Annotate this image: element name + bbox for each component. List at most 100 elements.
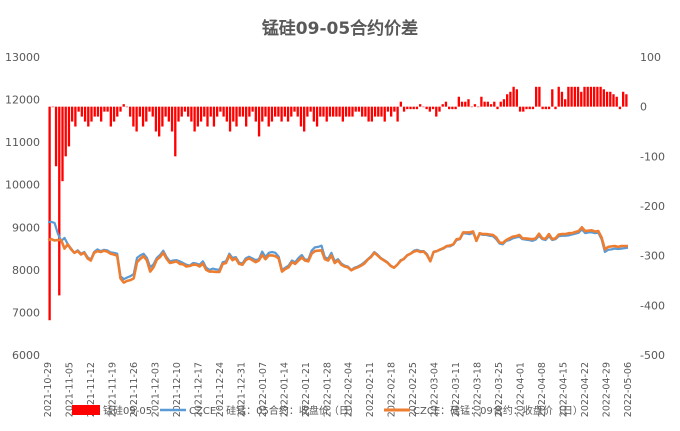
bar-spread (125, 106, 129, 108)
x-tick-label: 2022-05-06 (623, 362, 634, 417)
bar-spread (183, 106, 187, 112)
bar-spread (180, 106, 183, 117)
bar-spread (454, 106, 457, 110)
bar-spread (344, 106, 348, 117)
legend-label: 锰硅09-05 (103, 404, 152, 417)
bar-spread (580, 91, 583, 107)
x-tick-label: 2021-11-19 (107, 362, 118, 417)
y-left-tick-label: 8000 (12, 264, 40, 277)
x-tick-label: 2022-03-25 (494, 362, 505, 417)
bar-spread (96, 106, 100, 117)
bar-spread (322, 106, 325, 117)
bar-spread (515, 89, 518, 107)
bar-spread (332, 106, 335, 117)
bar-spread (129, 106, 132, 117)
bar-spread (499, 101, 502, 107)
y-left-tick-label: 6000 (12, 349, 40, 362)
bar-spread (261, 106, 264, 122)
bar-spread (48, 106, 51, 321)
bar-spread (303, 106, 306, 132)
bar-spread (100, 106, 103, 122)
x-tick-label: 2022-01-21 (301, 362, 312, 417)
bar-spread (74, 106, 77, 127)
bar-spread (274, 106, 277, 117)
legend-label: CZCE：硅锰：05合约：收盘价（日） (189, 404, 359, 417)
bar-spread (573, 86, 576, 107)
bar-spread (522, 106, 525, 112)
x-tick-label: 2022-03-04 (430, 362, 441, 417)
bar-spread (71, 106, 74, 122)
bar-spread (341, 106, 344, 122)
bar-spread (238, 106, 241, 117)
y-right-tick-label: -300 (640, 250, 665, 263)
x-tick-label: 2022-01-28 (322, 362, 333, 417)
bar-spread (58, 106, 61, 296)
x-tick-label: 2021-12-31 (236, 362, 247, 417)
bar-spread (119, 106, 122, 112)
bar-spread (64, 106, 67, 157)
x-tick-label: 2022-04-22 (580, 362, 591, 417)
bar-spread (380, 106, 383, 117)
bar-spread (477, 106, 480, 108)
y-right-tick-label: -500 (640, 349, 665, 362)
bar-spread (518, 106, 522, 112)
bar-spread (361, 106, 364, 117)
bar-spread (370, 106, 373, 122)
bar-spread (241, 106, 245, 117)
bar-spread (248, 106, 251, 117)
bar-spread (406, 106, 409, 110)
bar-spread (106, 106, 109, 112)
bar-spread (61, 106, 64, 182)
bar-spread (54, 106, 58, 167)
bar-spread (564, 99, 567, 107)
bar-spread (109, 106, 112, 127)
bar-spread (203, 106, 206, 117)
bar-spread (122, 104, 125, 107)
bar-spread (306, 106, 309, 117)
bar-spread (470, 106, 473, 108)
bar-spread (328, 106, 332, 117)
bar-spread (457, 96, 460, 107)
bar-spread (158, 106, 161, 137)
bar-spread (589, 86, 593, 107)
bar-spread (473, 104, 477, 107)
bar-spread (576, 86, 580, 107)
bar-spread (77, 106, 80, 112)
bar-spread (422, 106, 425, 108)
bar-spread (615, 96, 618, 107)
bar-spread (90, 106, 93, 122)
bar-spread (544, 106, 547, 110)
y-left-tick-label: 11000 (5, 136, 40, 149)
bar-spread (296, 106, 299, 117)
bar-spread (190, 106, 193, 122)
bar-spread (483, 101, 486, 107)
bar-spread (493, 101, 496, 107)
x-tick-label: 2022-03-18 (473, 362, 484, 417)
bar-spread (80, 106, 83, 117)
bar-spread (199, 106, 203, 122)
y-right-tick-label: -200 (640, 200, 665, 213)
bar-spread (586, 86, 589, 107)
x-tick-label: 2021-11-05 (64, 362, 75, 417)
bar-spread (538, 86, 541, 107)
bar-spread (531, 106, 535, 110)
bar-spread (228, 106, 232, 132)
x-tick-label: 2022-04-29 (602, 362, 613, 417)
bar-spread (383, 106, 386, 122)
bar-spread (93, 106, 96, 117)
bar-spread (609, 91, 612, 107)
bar-spread (148, 106, 151, 112)
bar-spread (348, 106, 351, 117)
bar-spread (467, 99, 470, 107)
bar-spread (293, 106, 296, 112)
y-right-tick-label: 100 (640, 51, 661, 64)
bar-spread (335, 106, 338, 117)
bar-spread (251, 106, 254, 112)
bar-spread (512, 86, 515, 107)
bar-spread (605, 91, 609, 107)
bar-spread (570, 86, 573, 107)
bar-spread (270, 106, 274, 122)
bar-spread (283, 106, 286, 117)
bar-spread (174, 106, 177, 157)
